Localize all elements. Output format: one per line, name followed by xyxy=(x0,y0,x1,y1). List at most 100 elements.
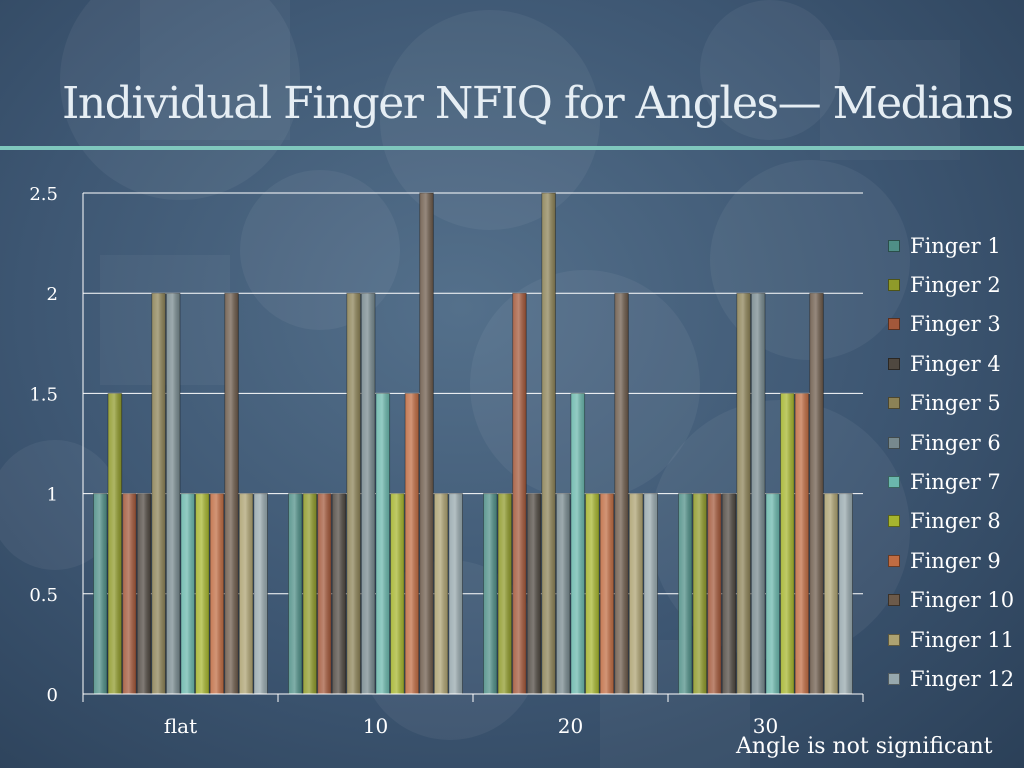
bar-highlight xyxy=(643,493,658,694)
legend-swatch xyxy=(888,397,900,410)
bar-highlight xyxy=(512,293,527,694)
legend-label: Finger 4 xyxy=(910,351,1001,376)
bars xyxy=(93,192,854,695)
bar-highlight xyxy=(405,393,419,694)
bar-highlight xyxy=(498,493,512,694)
title-divider xyxy=(0,146,1024,150)
bar-highlight xyxy=(527,493,541,694)
bar-highlight xyxy=(678,493,693,694)
bar-highlight xyxy=(419,193,434,694)
legend-swatch xyxy=(888,554,900,567)
bar-highlight xyxy=(195,493,210,694)
y-tick-label: 0.5 xyxy=(29,585,58,606)
legend-item: Finger 8 xyxy=(888,502,1014,541)
legend-swatch xyxy=(888,318,900,331)
y-tick-label: 0 xyxy=(47,685,58,706)
legend-label: Finger 5 xyxy=(910,391,1001,416)
axes: 0 0.5 1 1.5 2 2.5 flat 10 20 30 xyxy=(29,184,864,738)
bar-highlight xyxy=(210,493,224,694)
bar-highlight xyxy=(361,293,375,694)
footnote: Angle is not significant xyxy=(736,734,993,759)
legend-label: Finger 1 xyxy=(910,233,1001,258)
background-circle xyxy=(60,0,300,200)
bar-highlight xyxy=(795,393,809,694)
x-tick-label: flat xyxy=(164,714,197,738)
legend-swatch xyxy=(888,357,900,370)
legend-item: Finger 12 xyxy=(888,659,1014,698)
background-circle xyxy=(470,270,700,500)
x-tick-label: 10 xyxy=(363,714,388,738)
legend-swatch xyxy=(888,515,900,528)
y-tick-label: 1 xyxy=(47,485,58,506)
legend: Finger 1 Finger 2 Finger 3 Finger 4 Finger 5… xyxy=(888,226,1014,699)
legend-item: Finger 7 xyxy=(888,462,1014,501)
bar-highlight xyxy=(239,493,253,694)
bar-highlight xyxy=(614,293,629,694)
slide-title: Individual Finger NFIQ for Angles— Media… xyxy=(62,78,1014,129)
bar-highlight xyxy=(166,293,180,694)
bar-highlight xyxy=(253,493,268,694)
bar-highlight xyxy=(751,293,765,694)
legend-swatch xyxy=(888,672,900,685)
bar-highlight xyxy=(483,493,498,694)
legend-swatch xyxy=(888,476,900,489)
bar-highlight xyxy=(390,493,405,694)
legend-label: Finger 2 xyxy=(910,273,1001,298)
legend-swatch xyxy=(888,279,900,292)
bar-highlight xyxy=(376,393,390,694)
y-tick-label: 1.5 xyxy=(29,384,58,405)
legend-swatch xyxy=(888,633,900,646)
bar-highlight xyxy=(824,493,838,694)
bar-highlight xyxy=(93,493,108,694)
bar-highlight xyxy=(600,493,614,694)
legend-item: Finger 3 xyxy=(888,305,1014,344)
bar-highlight xyxy=(838,493,853,694)
legend-swatch xyxy=(888,436,900,449)
legend-item: Finger 5 xyxy=(888,384,1014,423)
legend-item: Finger 2 xyxy=(888,265,1014,304)
bar-highlight xyxy=(693,493,707,694)
legend-label: Finger 10 xyxy=(910,588,1015,613)
legend-item: Finger 11 xyxy=(888,620,1014,659)
bar-highlight xyxy=(556,493,570,694)
bar-highlight xyxy=(809,293,824,694)
bar-highlight xyxy=(137,493,151,694)
legend-item: Finger 4 xyxy=(888,344,1014,383)
legend-label: Finger 3 xyxy=(910,312,1001,337)
legend-label: Finger 9 xyxy=(910,548,1001,573)
legend-label: Finger 8 xyxy=(910,509,1001,534)
y-tick-label: 2 xyxy=(47,284,58,305)
bar-highlight xyxy=(707,493,722,694)
legend-item: Finger 9 xyxy=(888,541,1014,580)
bar-highlight xyxy=(722,493,736,694)
legend-label: Finger 12 xyxy=(910,666,1015,691)
background-square xyxy=(140,0,290,140)
legend-item: Finger 10 xyxy=(888,581,1014,620)
x-tick-label: 30 xyxy=(753,714,778,738)
bar-highlight xyxy=(780,393,795,694)
legend-item: Finger 1 xyxy=(888,226,1014,265)
bar-highlight xyxy=(108,393,122,694)
bar-highlight xyxy=(585,493,600,694)
bar-highlight xyxy=(122,493,137,694)
legend-label: Finger 11 xyxy=(910,627,1015,652)
background-circle xyxy=(700,0,840,140)
bar-highlight xyxy=(629,493,643,694)
legend-label: Finger 6 xyxy=(910,430,1001,455)
bar-highlight xyxy=(434,493,448,694)
x-tick-label: 20 xyxy=(558,714,583,738)
y-tick-label: 2.5 xyxy=(29,184,58,205)
bar-highlight xyxy=(317,493,332,694)
bar-highlight xyxy=(571,393,585,694)
bar-highlight xyxy=(224,293,239,694)
bar-highlight xyxy=(332,493,346,694)
bar-highlight xyxy=(766,493,780,694)
legend-item: Finger 6 xyxy=(888,423,1014,462)
legend-swatch xyxy=(888,239,900,252)
background-square xyxy=(820,40,960,160)
bar-highlight xyxy=(448,493,463,694)
bar-highlight xyxy=(346,293,361,694)
bar-highlight xyxy=(288,493,303,694)
bar-highlight xyxy=(303,493,317,694)
